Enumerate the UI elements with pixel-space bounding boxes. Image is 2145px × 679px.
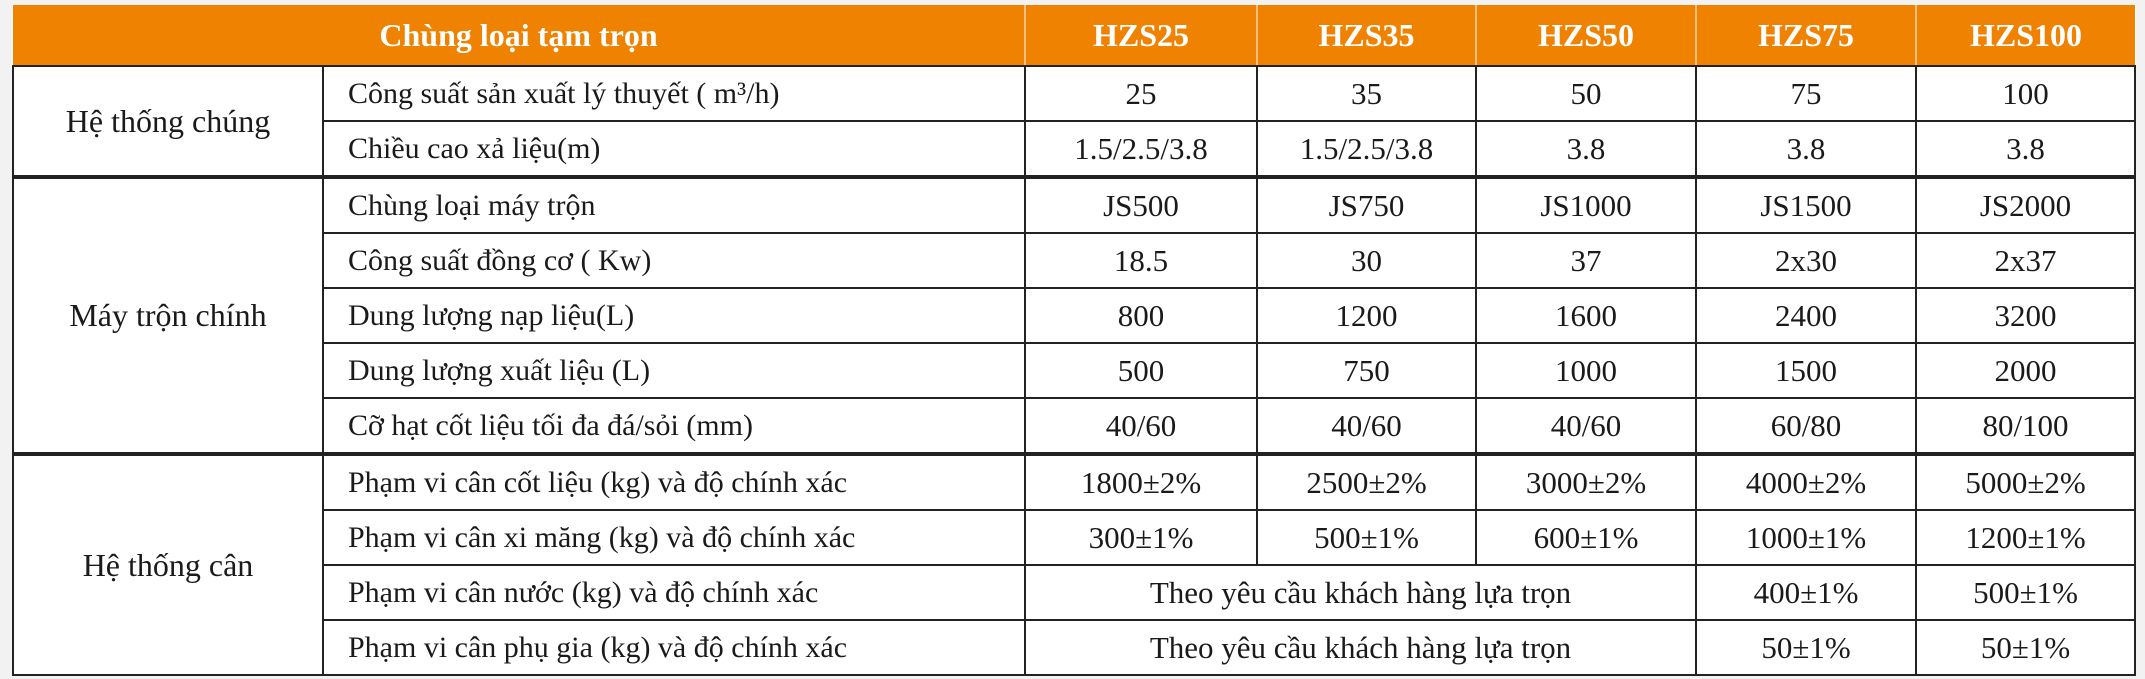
parameter-label: Cỡ hạt cốt liệu tối đa đá/sỏi (mm) (322, 397, 1026, 455)
merged-value-cell: Theo yêu cầu khách hàng lựa trọn (1024, 564, 1697, 621)
parameter-label: Phạm vi cân xi măng (kg) và độ chính xác (322, 509, 1026, 566)
value-cell: 3000±2% (1475, 452, 1697, 511)
value-cell: 800 (1024, 287, 1258, 344)
table-row: Dung lượng nạp liệu(L) 800 1200 1600 2400 320… (13, 287, 2136, 344)
value-cell: 500±1% (1256, 509, 1477, 566)
value-cell: 25 (1024, 65, 1258, 122)
value-cell: JS500 (1024, 175, 1258, 234)
parameter-label: Phạm vi cân phụ gia (kg) và độ chính xác (322, 619, 1026, 676)
value-cell: 3.8 (1475, 120, 1697, 178)
value-cell: 3.8 (1695, 120, 1917, 178)
parameter-label: Công suất đồng cơ ( Kw) (322, 232, 1026, 289)
value-cell: 2x30 (1695, 232, 1917, 289)
parameter-label: Chùng loại máy trộn (322, 175, 1026, 234)
group-label: Máy trộn chính (12, 175, 324, 455)
header-model: HZS75 (1695, 5, 1916, 67)
value-cell: 1600 (1475, 287, 1697, 344)
value-cell: 1200 (1256, 287, 1477, 344)
table-row: Chiều cao xả liệu(m) 1.5/2.5/3.8 1.5/2.5/3… (13, 120, 2136, 178)
value-cell: 40/60 (1256, 397, 1477, 455)
table-row: Phạm vi cân xi măng (kg) và độ chính xác… (13, 509, 2136, 566)
parameter-label: Dung lượng nạp liệu(L) (322, 287, 1026, 344)
value-cell: JS1500 (1695, 175, 1917, 234)
value-cell: 600±1% (1475, 509, 1697, 566)
value-cell: 3200 (1915, 287, 2136, 344)
value-cell: 300±1% (1024, 509, 1258, 566)
value-cell: 5000±2% (1915, 452, 2136, 511)
header-row: Chùng loại tạm trọn HZS25 HZS35 HZS50 HZ… (13, 5, 2135, 67)
value-cell: JS1000 (1475, 175, 1697, 234)
header-model: HZS50 (1475, 5, 1696, 67)
table-row: Máy trộn chính Chùng loại máy trộn JS500 JS… (12, 175, 2136, 455)
header-title: Chùng loại tạm trọn (13, 5, 1025, 67)
header-model: HZS100 (1915, 5, 2135, 67)
table-row: Dung lượng xuất liệu (L) 500 750 1000 1500 20… (13, 342, 2136, 399)
value-cell: 35 (1256, 65, 1477, 122)
value-cell: 1500 (1695, 342, 1917, 399)
value-cell: 40/60 (1024, 397, 1258, 455)
table-row: Phạm vi cân nước (kg) và độ chính xác The… (13, 564, 2136, 621)
value-cell: 500 (1024, 342, 1258, 399)
value-cell: 80/100 (1915, 397, 2136, 455)
header-model: HZS35 (1256, 5, 1476, 67)
value-cell: 40/60 (1475, 397, 1697, 455)
value-cell: 60/80 (1695, 397, 1917, 455)
value-cell: JS750 (1256, 175, 1477, 234)
value-cell: 400±1% (1695, 564, 1917, 621)
value-cell: 1.5/2.5/3.8 (1256, 120, 1477, 178)
table-row: Cỡ hạt cốt liệu tối đa đá/sỏi (mm) 40/60 4… (13, 397, 2136, 455)
value-cell: 2400 (1695, 287, 1917, 344)
value-cell: 50±1% (1695, 619, 1917, 676)
table-row: Phạm vi cân phụ gia (kg) và độ chính xác… (13, 619, 2136, 676)
value-cell: 50±1% (1915, 619, 2136, 676)
parameter-label: Dung lượng xuất liệu (L) (322, 342, 1026, 399)
parameter-label: Công suất sản xuất lý thuyết ( m³/h) (322, 65, 1026, 122)
value-cell: 2x37 (1915, 232, 2136, 289)
merged-value-cell: Theo yêu cầu khách hàng lựa trọn (1024, 619, 1697, 676)
value-cell: 50 (1475, 65, 1697, 122)
value-cell: 3.8 (1915, 120, 2136, 178)
header-model: HZS25 (1024, 5, 1257, 67)
value-cell: 1200±1% (1915, 509, 2136, 566)
value-cell: 1.5/2.5/3.8 (1024, 120, 1258, 178)
group-label: Hệ thống chúng (12, 65, 324, 178)
value-cell: 75 (1695, 65, 1917, 122)
value-cell: 1800±2% (1024, 452, 1258, 511)
parameter-label: Chiều cao xả liệu(m) (322, 120, 1026, 178)
spec-table: Chùng loại tạm trọn HZS25 HZS35 HZS50 HZ… (12, 5, 2136, 676)
group-label: Hệ thống cân (12, 452, 324, 676)
table-row: Hệ thống chúng Công suất sản xuất lý thuy… (12, 65, 2136, 178)
value-cell: 4000±2% (1695, 452, 1917, 511)
value-cell: 18.5 (1024, 232, 1258, 289)
value-cell: 750 (1256, 342, 1477, 399)
value-cell: JS2000 (1915, 175, 2136, 234)
table-row: Hệ thống cân Phạm vi cân cốt liệu (kg) và… (12, 452, 2136, 676)
parameter-label: Phạm vi cân nước (kg) và độ chính xác (322, 564, 1026, 621)
value-cell: 100 (1915, 65, 2136, 122)
value-cell: 1000 (1475, 342, 1697, 399)
value-cell: 2500±2% (1256, 452, 1477, 511)
parameter-label: Phạm vi cân cốt liệu (kg) và độ chính xá… (322, 452, 1026, 511)
table-row: Công suất đồng cơ ( Kw) 18.5 30 37 2x30 2x37 (13, 232, 2136, 289)
value-cell: 2000 (1915, 342, 2136, 399)
value-cell: 37 (1475, 232, 1697, 289)
value-cell: 1000±1% (1695, 509, 1917, 566)
value-cell: 500±1% (1915, 564, 2136, 621)
value-cell: 30 (1256, 232, 1477, 289)
